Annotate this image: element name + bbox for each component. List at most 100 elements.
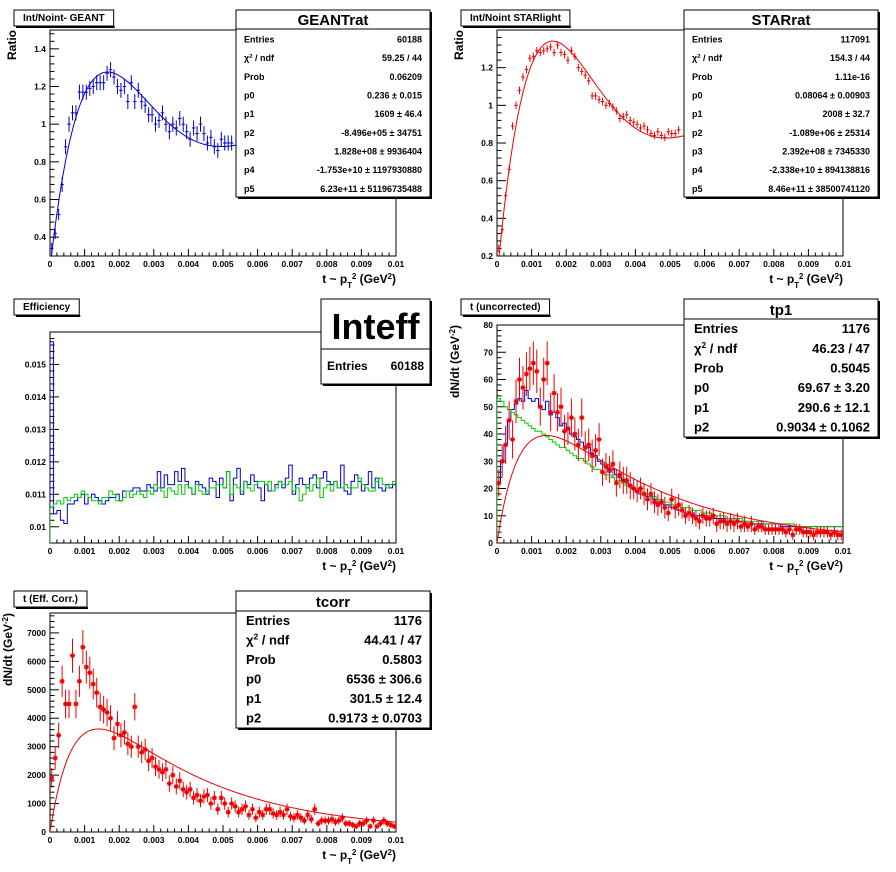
data-point [132,693,138,721]
star-marker [561,428,568,434]
data-point [558,387,564,426]
star-marker [59,678,65,684]
data-point [105,65,109,81]
data-point [107,705,114,732]
stats-key: p2 [246,711,261,726]
star-marker [277,809,283,815]
x-tick-label: 0 [48,546,53,556]
data-point [644,488,651,511]
star-marker [73,701,79,707]
star-marker [357,820,363,827]
star-marker [516,376,523,383]
stats-value: -8.496e+05 ± 34751 [341,128,422,138]
star-marker [676,502,682,508]
star-marker [56,732,62,738]
x-tick-label: 0.01 [835,259,852,269]
star-marker [235,809,242,815]
star-marker [682,513,689,519]
stats-value: 8.46e+11 ± 38500741120 [768,184,870,194]
data-point [171,116,175,132]
star-marker [779,526,786,532]
data-point [215,803,221,815]
data-point [575,428,581,462]
data-point [121,720,127,745]
star-marker [76,678,83,684]
star-marker [274,812,280,818]
star-marker [776,526,782,532]
stats-value: 0.5803 [382,652,422,667]
x-tick-label: 0.003 [590,546,612,556]
star-marker [655,502,661,508]
star-marker [170,772,176,778]
x-tick-label: 0.002 [556,259,578,269]
y-tick-label: 70 [484,347,494,357]
star-marker [350,822,356,828]
star-marker [828,532,834,538]
data-point [150,107,154,123]
stats-frame [683,9,879,198]
star-marker [69,653,76,659]
data-point [528,54,532,63]
stats-key: p2 [244,128,255,138]
panel-tag-label: Int/Noint- GEANT [23,13,105,24]
star-marker [606,466,613,473]
star-marker [374,823,380,829]
data-point [133,94,137,110]
x-tick-label: 0.009 [798,259,820,269]
stats-value: 60188 [391,359,425,373]
x-tick-label: 0.008 [763,259,785,269]
stats-frame [235,590,431,729]
star-marker [315,820,321,827]
data-point [738,521,744,533]
stats-key: Prob [244,72,265,82]
data-point [191,120,196,136]
data-point [509,420,516,459]
y-tick-label: 20 [484,484,494,494]
data-point [689,507,696,524]
star-marker [599,469,606,475]
data-point [350,821,356,829]
data-point [305,810,311,820]
star-marker [766,526,772,532]
star-marker [724,521,730,527]
stats-value: 0.08064 ± 0.00903 [795,90,870,100]
data-point [56,208,61,221]
data-point [579,398,585,437]
data-point [610,450,616,478]
data-point [287,811,294,822]
data-point [631,477,637,500]
stats-value: 2.392e+08 ± 7345330 [782,146,870,156]
y-tick-label: 3000 [27,742,46,752]
x-tick-label: 0.001 [74,835,96,845]
data-point [229,797,235,810]
data-point [662,496,668,519]
data-point [195,126,199,142]
data-point [166,775,172,792]
data-point [219,131,223,147]
star-marker [218,795,224,801]
stats-value: 1.11e-16 [835,72,870,82]
data-point [828,529,834,541]
data-point [599,458,606,486]
stats-box: Inteff Entries 60188 [320,298,432,386]
star-marker [620,477,626,483]
stats-key: p3 [244,146,255,156]
x-tick-label: 0 [495,546,500,556]
x-tick-label: 0.007 [282,259,304,269]
star-marker [786,526,792,532]
data-point [201,789,207,804]
y-tick-label: 60 [484,375,494,385]
data-point [112,69,116,85]
star-marker [810,532,817,538]
y-tick-label: 0.012 [25,457,47,467]
data-point [315,820,321,827]
star-marker [544,360,550,366]
data-point [298,813,304,823]
x-tick-label: 0 [495,259,500,269]
star-marker [125,741,131,747]
data-point [388,821,394,829]
data-point [62,689,69,719]
star-marker [738,524,744,530]
star-marker [384,820,390,827]
